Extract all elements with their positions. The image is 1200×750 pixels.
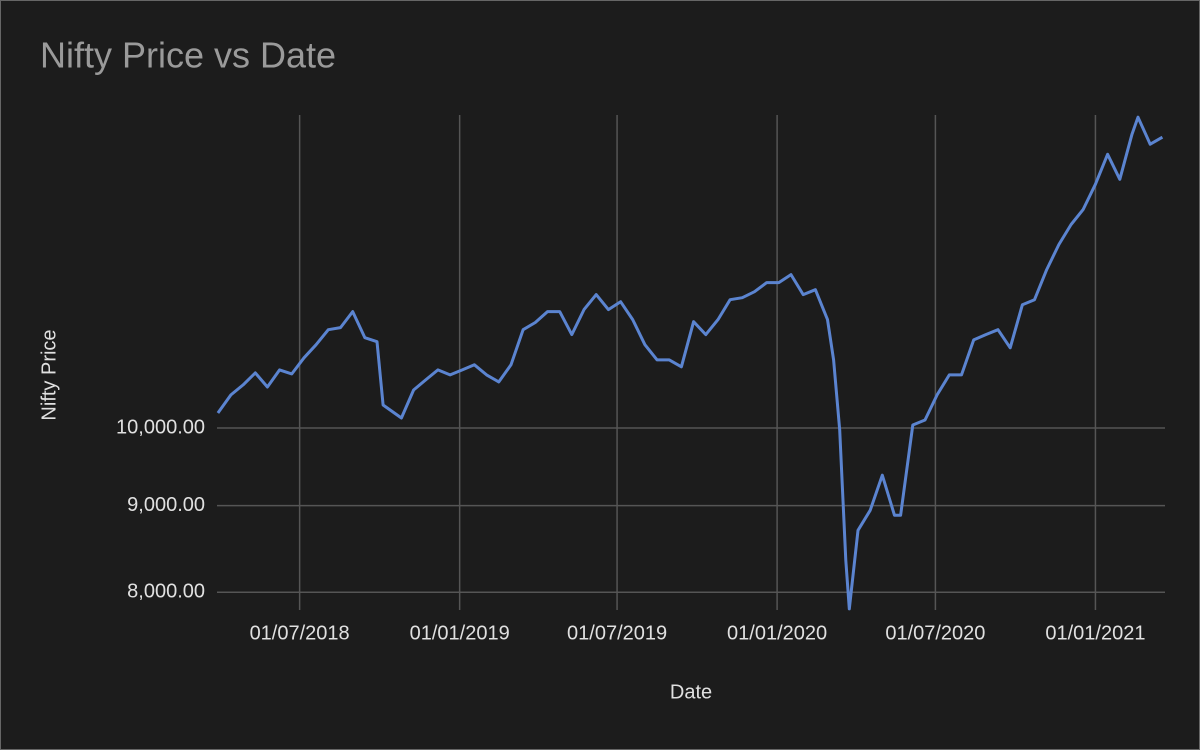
y-tick-label: 8,000.00 [127, 581, 205, 603]
x-tick-label: 01/07/2020 [885, 622, 985, 644]
y-axis-label: Nifty Price [38, 329, 60, 420]
x-axis-label: Date [670, 681, 712, 703]
x-tick-label: 01/07/2019 [567, 622, 667, 644]
x-tick-label: 01/01/2021 [1045, 622, 1145, 644]
x-tick-label: 01/01/2020 [727, 622, 827, 644]
y-tick-label: 10,000.00 [116, 416, 205, 438]
y-tick-label: 9,000.00 [127, 494, 205, 516]
price-line [216, 115, 1164, 611]
x-tick-label: 01/07/2018 [250, 622, 350, 644]
chart-title: Nifty Price vs Date [40, 35, 336, 76]
x-tick-label: 01/01/2019 [410, 622, 510, 644]
